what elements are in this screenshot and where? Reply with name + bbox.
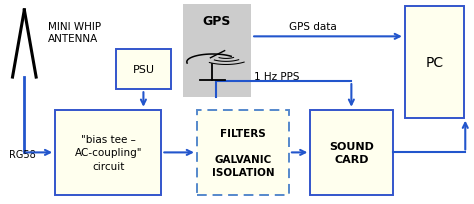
FancyBboxPatch shape xyxy=(405,7,464,118)
FancyBboxPatch shape xyxy=(117,49,171,90)
Text: SOUND
CARD: SOUND CARD xyxy=(329,141,374,164)
FancyBboxPatch shape xyxy=(197,110,289,195)
FancyBboxPatch shape xyxy=(182,5,251,98)
Text: RG58: RG58 xyxy=(9,150,36,160)
Text: GPS data: GPS data xyxy=(289,22,337,32)
Text: GPS: GPS xyxy=(203,15,231,28)
Text: "bias tee –
AC-coupling"
circuit: "bias tee – AC-coupling" circuit xyxy=(74,135,142,171)
Text: 1 Hz PPS: 1 Hz PPS xyxy=(255,72,300,82)
FancyBboxPatch shape xyxy=(310,110,393,195)
Text: PC: PC xyxy=(425,55,443,69)
Text: PSU: PSU xyxy=(133,65,155,74)
Text: FILTERS

GALVANIC
ISOLATION: FILTERS GALVANIC ISOLATION xyxy=(211,128,274,177)
FancyBboxPatch shape xyxy=(55,110,161,195)
Text: MINI WHIP
ANTENNA: MINI WHIP ANTENNA xyxy=(48,22,101,44)
